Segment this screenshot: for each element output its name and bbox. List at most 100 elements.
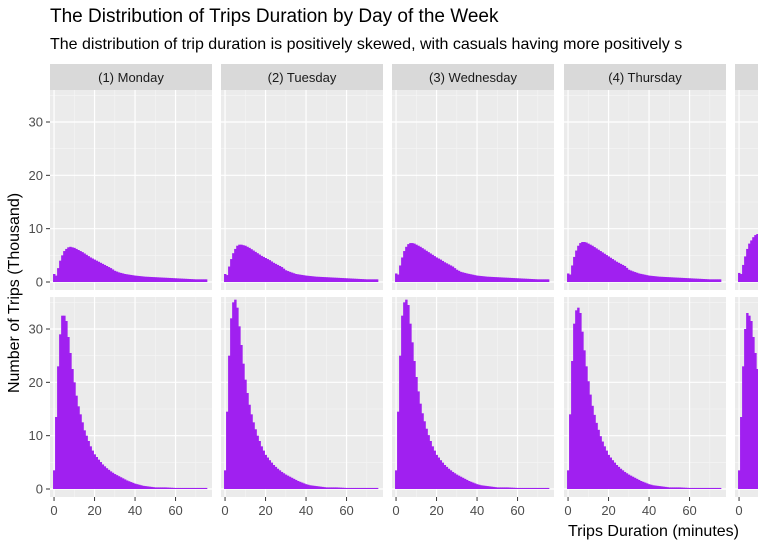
histogram-bar (343, 487, 346, 489)
histogram-bar (61, 315, 64, 489)
x-axis-tick-label: 0 (392, 503, 399, 518)
histogram-bar (490, 486, 493, 489)
histogram-bar (152, 487, 155, 489)
histogram-bar (575, 310, 578, 489)
histogram-bar (510, 277, 513, 282)
histogram-bar (498, 277, 501, 282)
histogram-bar (465, 479, 469, 489)
histogram-bar (176, 487, 179, 489)
histogram-bar (305, 484, 308, 489)
histogram-bar (530, 487, 534, 489)
histogram-bar (188, 487, 192, 489)
histogram-bar (146, 486, 149, 489)
histogram-bar (138, 276, 141, 282)
histogram-bar (146, 276, 149, 282)
histogram-bar (666, 277, 669, 282)
histogram-bar (567, 273, 570, 282)
histogram-bar (132, 482, 135, 489)
histogram-bar (69, 353, 72, 489)
histogram-bar (166, 277, 169, 282)
histogram-bar (85, 435, 88, 489)
histogram-bar (538, 487, 542, 489)
histogram-bar (573, 256, 576, 282)
histogram-bar (91, 450, 94, 489)
histogram-bar (333, 277, 336, 282)
histogram-bar (123, 274, 127, 282)
histogram-bar (579, 243, 582, 282)
histogram-bar (150, 276, 153, 282)
histogram-bar (589, 394, 592, 489)
histogram-bar (234, 248, 237, 282)
histogram-bar (431, 254, 434, 282)
histogram-bar (373, 279, 377, 282)
histogram-bar (256, 435, 259, 489)
histogram-bar (682, 487, 685, 489)
histogram-bar (166, 487, 169, 489)
histogram-bar (512, 278, 515, 282)
histogram-bar (712, 487, 716, 489)
histogram-bar (55, 275, 58, 282)
histogram-bar (63, 315, 66, 489)
histogram-bar (478, 275, 481, 282)
histogram-bar (500, 277, 503, 282)
histogram-bar (518, 487, 521, 489)
histogram-bar (587, 381, 590, 489)
histogram-bar (371, 487, 375, 489)
histogram-bar (538, 279, 542, 282)
histogram-bar (449, 265, 453, 282)
histogram-bar (738, 272, 741, 282)
histogram-bar (236, 245, 239, 282)
histogram-bar (339, 487, 342, 489)
histogram-bar (678, 277, 681, 282)
histogram-bar (288, 271, 292, 282)
histogram-bar (676, 487, 679, 489)
histogram-bar (696, 278, 700, 282)
histogram-bar (756, 234, 758, 282)
histogram-bar (607, 256, 610, 282)
histogram-bar (469, 481, 473, 489)
histogram-bar (476, 484, 479, 489)
histogram-bar (443, 465, 447, 489)
histogram-bar (115, 271, 119, 282)
histogram-bar (345, 278, 348, 282)
histogram-bar (121, 273, 125, 282)
histogram-bar (85, 254, 88, 282)
histogram-bar (504, 487, 507, 489)
histogram-bar (401, 257, 404, 282)
histogram-bar (748, 243, 751, 282)
histogram-bar (321, 276, 324, 282)
histogram-bar (369, 279, 373, 282)
histogram-bar (744, 329, 747, 489)
histogram-bar (83, 430, 86, 489)
histogram-bar (589, 244, 592, 282)
histogram-bar (409, 243, 412, 282)
histogram-bar (587, 243, 590, 282)
histogram-bar (284, 270, 288, 282)
histogram-bar (465, 273, 469, 282)
histogram-bar (174, 487, 177, 489)
histogram-bar (79, 251, 82, 282)
histogram-bar (625, 267, 629, 282)
histogram-bar (234, 299, 237, 489)
histogram-bar (276, 468, 280, 489)
histogram-bar (476, 275, 479, 282)
histogram-bar (230, 259, 233, 282)
histogram-bar (415, 244, 418, 282)
histogram-bar (278, 470, 282, 489)
histogram-bar (530, 279, 534, 282)
histogram-bar (633, 272, 637, 282)
histogram-bar (639, 273, 643, 282)
histogram-bar (186, 278, 190, 282)
histogram-bar (504, 277, 507, 282)
histogram-bar (65, 248, 68, 282)
histogram-bar (704, 487, 708, 489)
histogram-bar (317, 486, 320, 489)
histogram-bar (160, 487, 163, 489)
histogram-bar (294, 274, 298, 282)
histogram-bar (752, 337, 755, 489)
histogram-bar (571, 265, 574, 282)
histogram-bar (506, 487, 509, 489)
histogram-bar (111, 269, 115, 282)
histogram-bar (309, 276, 312, 282)
histogram-bar (690, 278, 693, 282)
